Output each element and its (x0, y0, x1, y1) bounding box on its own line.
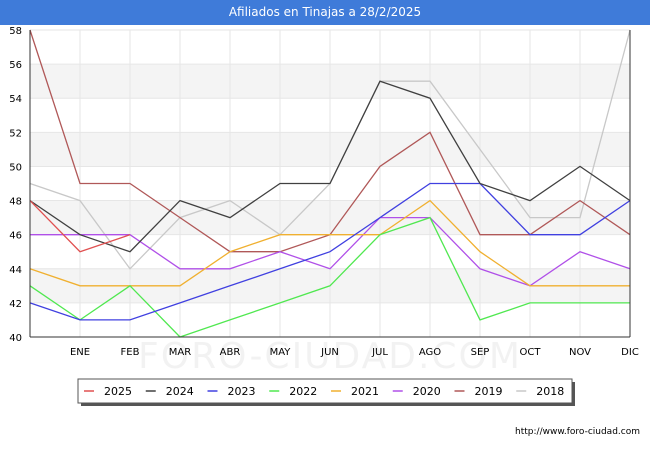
watermark: FORO-CIUDAD.COM (138, 336, 522, 377)
x-tick-label: ABR (220, 347, 241, 358)
y-tick-label: 46 (9, 231, 22, 242)
y-tick-label: 50 (9, 162, 22, 173)
y-tick-label: 54 (9, 94, 22, 105)
x-tick-label: MAR (169, 347, 191, 358)
series-line-2024 (29, 80, 631, 253)
x-tick-label: NOV (569, 347, 591, 358)
x-tick-label: MAY (270, 347, 292, 358)
series-line-2025 (29, 200, 131, 253)
series-line-2022 (29, 216, 630, 338)
legend-label-2018: 2018 (536, 385, 564, 398)
y-tick-label: 40 (9, 333, 22, 344)
legend-label-2025: 2025 (104, 385, 132, 398)
x-tick-label: FEB (121, 347, 140, 358)
axes: 40 42 44 46 48 50 52 54 56 58 ENE FEB MAR ABR MAY JUN JU… (9, 26, 639, 358)
legend-label-2020: 2020 (413, 385, 441, 398)
x-tick-label: ENE (70, 347, 90, 358)
y-tick-label: 56 (9, 60, 22, 71)
y-tick-label: 52 (9, 128, 22, 139)
y-tick-label: 44 (9, 265, 22, 276)
source-url[interactable]: http://www.foro-ciudad.com (515, 427, 640, 437)
y-tick-label: 58 (9, 26, 22, 37)
series-lines (29, 29, 631, 338)
chart-title: Afiliados en Tinajas a 28/2/2025 (0, 0, 650, 25)
legend: 2025 2024 2023 2022 2021 2020 2019 2018 (77, 378, 575, 406)
x-tick-label: AGO (419, 347, 441, 358)
series-line-2023 (29, 182, 631, 321)
y-tick-label: 42 (9, 299, 22, 310)
y-tick-label: 48 (9, 197, 22, 208)
x-tick-label: JUL (371, 347, 388, 358)
legend-label-2022: 2022 (289, 385, 317, 398)
legend-label-2024: 2024 (166, 385, 194, 398)
legend-label-2019: 2019 (475, 385, 503, 398)
legend-box (77, 378, 573, 404)
legend-label-2023: 2023 (228, 385, 256, 398)
legend-label-2021: 2021 (351, 385, 379, 398)
x-tick-label: JUN (320, 347, 339, 358)
x-tick-label: OCT (520, 347, 542, 358)
x-tick-label: DIC (621, 347, 639, 358)
x-tick-label: SEP (471, 347, 490, 358)
